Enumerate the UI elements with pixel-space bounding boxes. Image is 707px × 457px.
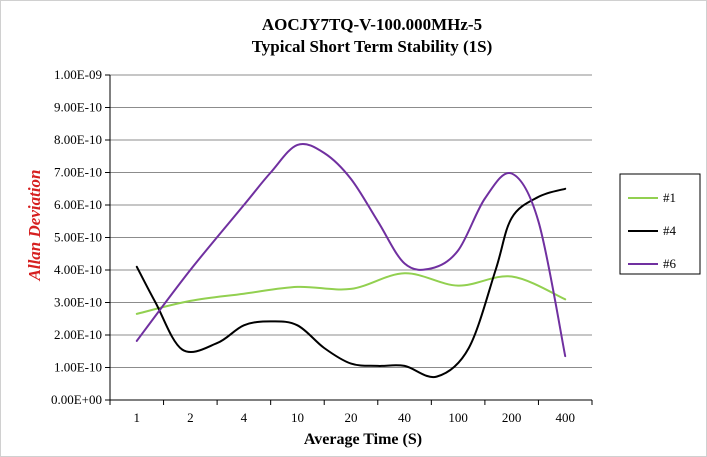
axes (109, 75, 592, 401)
legend-label: #4 (663, 223, 677, 238)
y-tick-label: 9.00E-10 (54, 100, 102, 115)
y-axis-ticks: 0.00E+00 1.00E-10 2.00E-10 3.00E-10 4.00E-10… (51, 67, 110, 407)
chart-subtitle: Typical Short Term Stability (1S) (252, 37, 493, 56)
x-tick-label: 400 (555, 410, 575, 425)
x-tick-label: 40 (398, 410, 411, 425)
x-tick-label: 10 (291, 410, 304, 425)
y-tick-label: 3.00E-10 (54, 295, 102, 310)
x-tick-label: 200 (502, 410, 522, 425)
x-tick-label: 2 (187, 410, 194, 425)
x-tick-label: 4 (241, 410, 248, 425)
legend-label: #1 (663, 190, 676, 205)
x-tick-label: 100 (448, 410, 468, 425)
legend: #1 #4 #6 (619, 173, 701, 275)
series-line-n6 (135, 142, 567, 358)
y-tick-label: 2.00E-10 (54, 327, 102, 342)
x-axis-ticks: 1 2 4 10 20 40 100 200 400 (109, 400, 593, 425)
x-tick-label: 1 (134, 410, 141, 425)
y-tick-label: 0.00E+00 (51, 392, 102, 407)
x-tick-label: 20 (345, 410, 358, 425)
y-tick-label: 7.00E-10 (54, 165, 102, 180)
y-tick-label: 5.00E-10 (54, 230, 102, 245)
series-line-n1 (135, 272, 567, 315)
y-tick-label: 6.00E-10 (54, 197, 102, 212)
y-tick-label: 4.00E-10 (54, 262, 102, 277)
y-tick-label: 1.00E-09 (54, 67, 102, 82)
legend-box (619, 173, 701, 275)
series-lines (135, 142, 567, 379)
chart-title: AOCJY7TQ-V-100.000MHz-5 (262, 15, 482, 34)
legend-label: #6 (663, 256, 677, 271)
y-axis-label: Allan Deviation (25, 170, 44, 282)
x-axis-label: Average Time (S) (304, 431, 422, 448)
y-tick-label: 8.00E-10 (54, 132, 102, 147)
y-tick-label: 1.00E-10 (54, 360, 102, 375)
series-line-n4 (135, 187, 567, 379)
